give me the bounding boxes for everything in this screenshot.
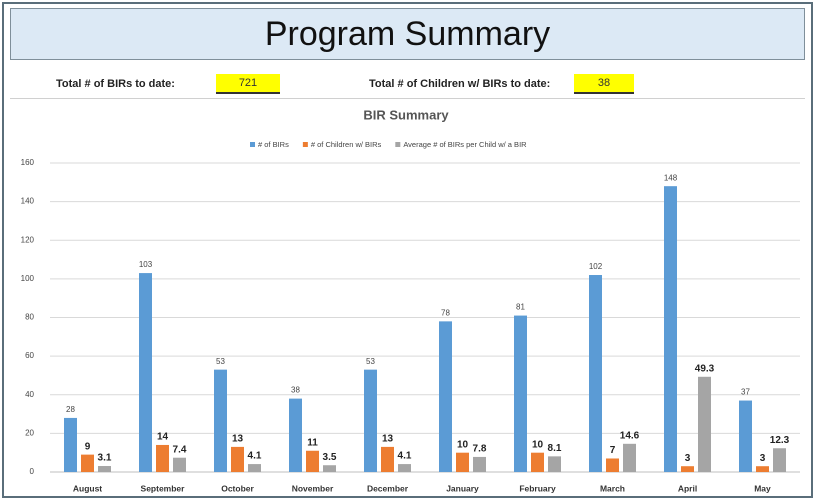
bar — [364, 369, 377, 472]
data-label: 13 — [382, 434, 394, 445]
data-label: 10 — [457, 439, 469, 450]
data-label: 38 — [291, 386, 300, 395]
bar — [306, 450, 319, 472]
bar — [139, 273, 152, 472]
bar — [456, 452, 469, 472]
x-tick-label: November — [292, 483, 334, 493]
y-tick-label: 120 — [21, 235, 35, 244]
y-tick-label: 140 — [21, 197, 35, 206]
data-label: 53 — [366, 357, 375, 366]
bar — [214, 369, 227, 472]
bar — [589, 275, 602, 472]
y-tick-label: 20 — [25, 428, 34, 437]
data-label: 11 — [307, 437, 318, 448]
bar — [681, 466, 694, 472]
legend-label: Average # of BIRs per Child w/ a BIR — [403, 140, 527, 149]
data-label: 10 — [532, 439, 544, 450]
bar — [514, 315, 527, 472]
bar — [606, 458, 619, 472]
data-label: 102 — [589, 262, 603, 271]
bar — [64, 417, 77, 472]
y-tick-label: 100 — [21, 274, 35, 283]
data-label: 3 — [760, 453, 766, 464]
data-label: 3.5 — [323, 452, 337, 463]
data-label: 4.1 — [398, 451, 412, 462]
data-label: 81 — [516, 303, 525, 312]
bar — [81, 454, 94, 472]
x-tick-label: February — [519, 483, 556, 493]
data-label: 8.1 — [548, 443, 562, 454]
data-label: 13 — [232, 434, 244, 445]
data-label: 37 — [741, 388, 750, 397]
y-tick-label: 0 — [30, 467, 35, 476]
data-label: 103 — [139, 260, 153, 269]
data-label: 4.1 — [248, 451, 262, 462]
data-label: 7 — [610, 445, 616, 456]
data-label: 78 — [441, 308, 450, 317]
data-label: 28 — [66, 405, 75, 414]
total-value: 721 — [216, 74, 280, 94]
y-tick-label: 80 — [25, 313, 34, 322]
y-tick-label: 40 — [25, 390, 34, 399]
bar — [473, 456, 486, 472]
y-tick-label: 60 — [25, 351, 34, 360]
bar — [698, 376, 711, 472]
x-tick-label: September — [141, 483, 186, 493]
data-label: 3.1 — [98, 453, 112, 464]
x-tick-label: October — [221, 483, 254, 493]
bar — [323, 465, 336, 472]
bar — [773, 448, 786, 472]
bar — [289, 398, 302, 472]
banner-title: Program Summary — [10, 8, 805, 60]
legend-label: # of BIRs — [258, 140, 289, 149]
data-label: 3 — [685, 453, 691, 464]
separator — [10, 98, 805, 99]
bar — [548, 456, 561, 472]
data-label: 12.3 — [770, 435, 790, 446]
data-label: 49.3 — [695, 363, 715, 374]
chart: BIR Summary 0 20 40 60 80 100 120 140 160 # of BI… — [21, 107, 800, 493]
legend-swatch — [302, 142, 308, 147]
bar — [398, 464, 411, 472]
total-value: 38 — [574, 74, 634, 94]
bar — [531, 452, 544, 472]
x-tick-label: August — [73, 483, 102, 493]
bar — [231, 446, 244, 472]
x-tick-label: April — [678, 483, 697, 493]
bar — [381, 446, 394, 472]
data-label: 7.8 — [473, 444, 487, 455]
y-tick-label: 160 — [21, 158, 35, 167]
data-label: 7.4 — [173, 444, 187, 455]
bar — [739, 400, 752, 472]
total-label: Total # of Children w/ BIRs to date: — [369, 78, 551, 90]
legend-swatch — [395, 142, 401, 147]
data-label: 14 — [157, 432, 169, 443]
bar — [756, 466, 769, 472]
legend-label: # of Children w/ BIRs — [311, 140, 382, 149]
legend-swatch — [250, 142, 255, 147]
data-label: 148 — [664, 173, 678, 182]
bar — [248, 464, 261, 472]
data-label: 9 — [85, 441, 91, 452]
x-tick-label: May — [754, 483, 771, 493]
data-label: 14.6 — [620, 430, 640, 441]
bar — [156, 444, 169, 472]
bar — [98, 466, 111, 472]
chart-title: BIR Summary — [363, 107, 449, 122]
bar — [623, 443, 636, 472]
x-tick-label: January — [446, 483, 479, 493]
x-tick-label: December — [367, 483, 409, 493]
data-label: 53 — [216, 357, 225, 366]
bar — [439, 321, 452, 472]
bar — [173, 457, 186, 472]
x-tick-label: March — [600, 483, 625, 493]
bar — [664, 186, 677, 473]
total-label: Total # of BIRs to date: — [56, 78, 175, 90]
